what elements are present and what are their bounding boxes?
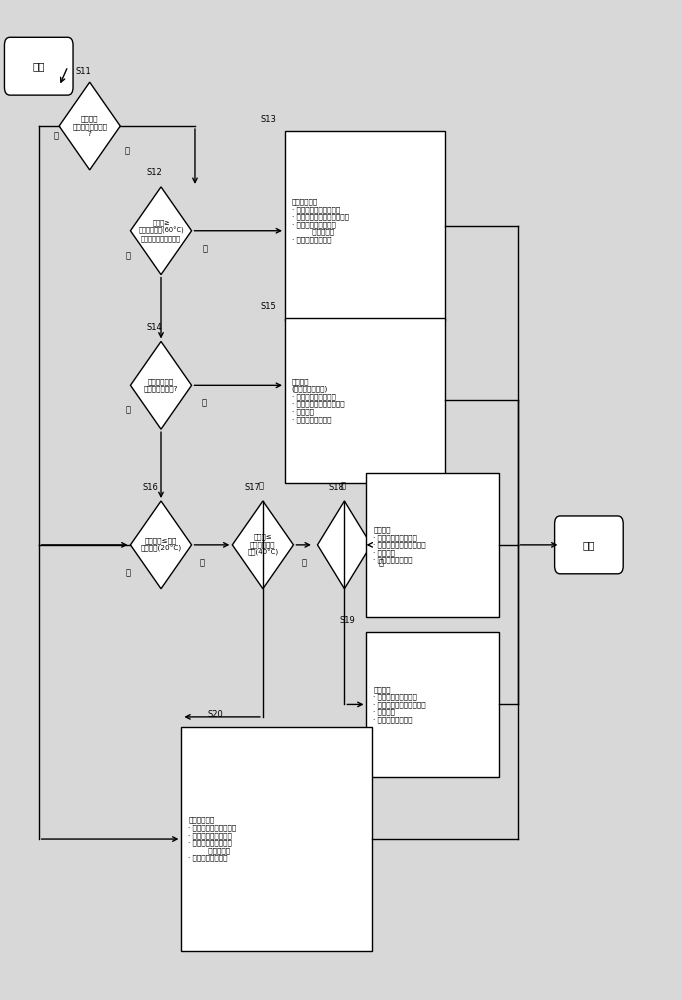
Bar	[366, 632, 499, 777]
Text: S18: S18	[328, 483, 344, 492]
Text: 开始: 开始	[33, 61, 45, 71]
Text: S11: S11	[75, 67, 91, 76]
Polygon shape	[233, 501, 293, 589]
Polygon shape	[130, 341, 192, 429]
Polygon shape	[318, 501, 371, 589]
Text: 是: 是	[203, 244, 207, 253]
Text: 停止采暖运转
· 热泵：停止义采暖运转
· 三通阀：采暖侧打开
· 泵：采暖运转：运转
         停止：停止
· 辅助加热器：停止: 停止采暖运转 · 热泵：停止义采暖运转 · 三通阀：采暖侧打开 · 泵：采暖运转…	[188, 817, 237, 861]
Text: 煮沸运转
· 热泵：第一运转方法
· 三通阀：热水供给侧打开
· 泵：运转
· 辅助加热器：停止: 煮沸运转 · 热泵：第一运转方法 · 三通阀：热水供给侧打开 · 泵：运转 · …	[373, 526, 426, 563]
Bar	[181, 727, 372, 951]
Bar	[366, 473, 499, 617]
Text: 箱水温≤
煮沸方式切换
温度(40°C): 箱水温≤ 煮沸方式切换 温度(40°C)	[248, 534, 278, 556]
Text: S14: S14	[147, 323, 162, 332]
Text: S19: S19	[340, 616, 355, 625]
Polygon shape	[59, 82, 120, 170]
Text: S12: S12	[147, 168, 162, 177]
Bar	[285, 318, 445, 483]
Text: S15: S15	[260, 302, 276, 311]
Polygon shape	[130, 187, 192, 275]
Text: 停止采暖运转
· 热泵：停止义采暖运转
· 三通阀：停止义采暖侧打开
· 泵：采暖运转：运转
         停止：停止
· 辅助加热器：停止: 停止采暖运转 · 热泵：停止义采暖运转 · 三通阀：停止义采暖侧打开 · 泵：采…	[292, 198, 349, 243]
Text: 是: 是	[125, 146, 130, 155]
Text: 箱水温≥
煮沸停止温度(60°C)
在规定期间持续过程中: 箱水温≥ 煮沸停止温度(60°C) 在规定期间持续过程中	[138, 219, 184, 242]
Text: S20: S20	[207, 710, 223, 719]
Text: 是: 是	[201, 399, 206, 408]
Text: S13: S13	[260, 115, 276, 124]
FancyBboxPatch shape	[554, 516, 623, 574]
Polygon shape	[130, 501, 192, 589]
Bar	[285, 131, 445, 320]
Text: 否: 否	[259, 482, 264, 491]
Text: 否: 否	[126, 251, 131, 260]
Text: 是: 是	[301, 558, 306, 567]
Text: S17: S17	[245, 483, 261, 492]
FancyBboxPatch shape	[5, 37, 73, 95]
Text: 否: 否	[340, 482, 346, 491]
Text: 在规定期间内
箱温度没有上升?: 在规定期间内 箱温度没有上升?	[144, 378, 178, 392]
Text: 结束: 结束	[582, 540, 595, 550]
Text: 是: 是	[379, 558, 384, 567]
Text: 箱水温度≤煮沸
开始温度(20°C): 箱水温度≤煮沸 开始温度(20°C)	[140, 537, 181, 552]
Text: S16: S16	[143, 483, 159, 492]
Text: 热水供给
存储箱煮沸运转中
?: 热水供给 存储箱煮沸运转中 ?	[72, 115, 107, 137]
Text: 否: 否	[126, 568, 131, 577]
Text: 煮沸运转
(辅助加热器起动)
· 热泵：第二运转方法
· 三通阀：热水供给侧打开
· 泵：运转
· 辅助加热器：运转: 煮沸运转 (辅助加热器起动) · 热泵：第二运转方法 · 三通阀：热水供给侧打开…	[292, 378, 344, 423]
Text: 否: 否	[126, 406, 131, 415]
Text: 是: 是	[199, 558, 205, 567]
Text: 否: 否	[53, 132, 58, 141]
Text: 煮沸运转
· 热泵：第二运转方法
· 三通阀：热水供给侧打开
· 泵：运转
· 辅助加热器：停止: 煮沸运转 · 热泵：第二运转方法 · 三通阀：热水供给侧打开 · 泵：运转 · …	[373, 686, 426, 723]
